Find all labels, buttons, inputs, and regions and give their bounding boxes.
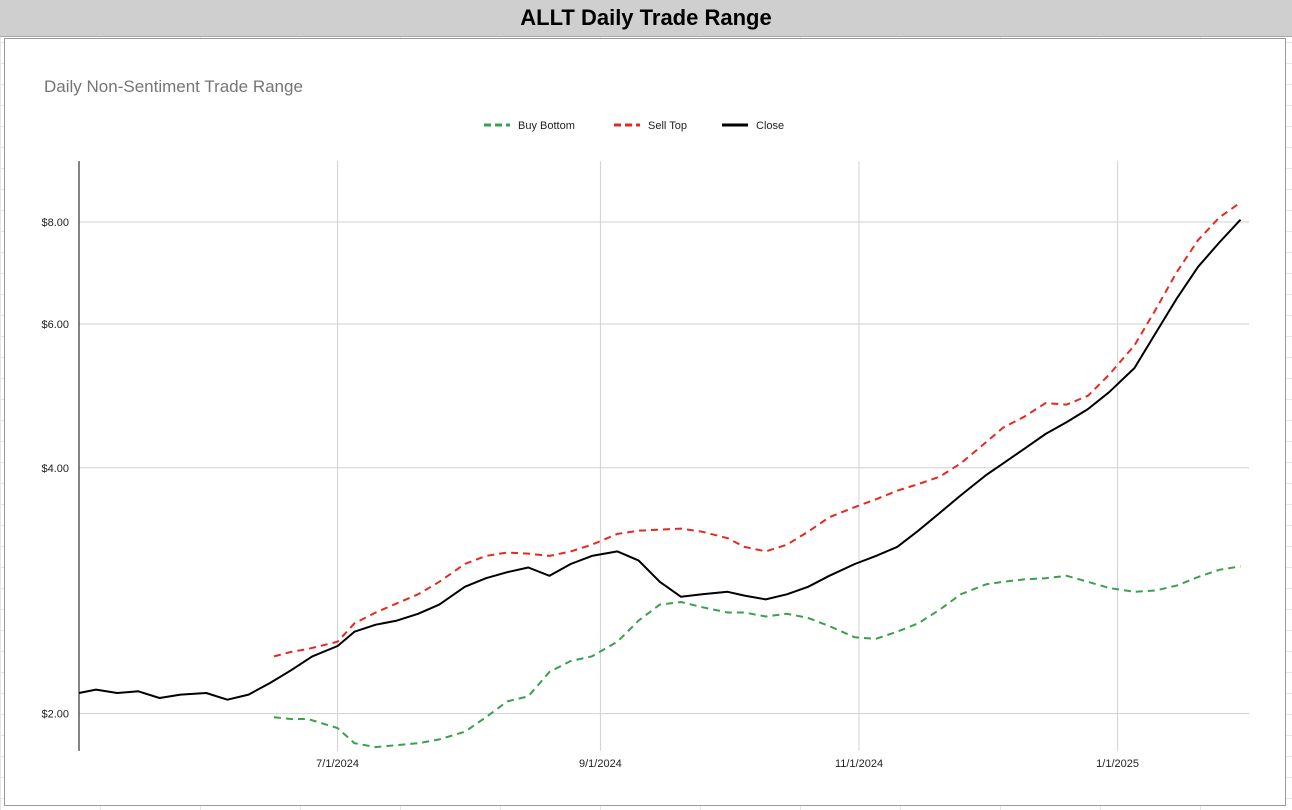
chart-series: [78, 201, 1242, 749]
chart-tick-labels: $2.00 $4.00 $6.00 $8.00 7/1/2024 9/1/2024 11/1…: [41, 217, 1139, 770]
chart-legend: Buy Bottom Sell Top Close: [484, 120, 784, 132]
series-line-buy-bottom: [273, 565, 1241, 749]
y-tick-label: $4.00: [41, 463, 69, 475]
y-tick-label: $2.00: [41, 709, 69, 721]
sheet-title: ALLT Daily Trade Range: [520, 5, 772, 30]
chart-gridlines: [79, 161, 1249, 751]
chart-card[interactable]: Daily Non-Sentiment Trade Range Buy Bott…: [4, 38, 1286, 806]
trade-range-chart: Daily Non-Sentiment Trade Range Buy Bott…: [41, 77, 1249, 770]
series-line-sell-top: [273, 201, 1242, 658]
x-tick-label: 9/1/2024: [579, 758, 622, 770]
chart-title: Daily Non-Sentiment Trade Range: [44, 77, 303, 96]
x-tick-label: 11/1/2024: [835, 758, 883, 770]
series-line-close: [78, 219, 1242, 701]
legend-label: Close: [756, 120, 784, 132]
legend-label: Buy Bottom: [518, 120, 575, 132]
sheet-title-bar: ALLT Daily Trade Range: [0, 0, 1292, 37]
x-tick-label: 7/1/2024: [316, 758, 359, 770]
legend-label: Sell Top: [648, 120, 687, 132]
y-tick-label: $6.00: [41, 319, 69, 331]
y-tick-label: $8.00: [41, 217, 69, 229]
x-tick-label: 1/1/2025: [1096, 758, 1139, 770]
